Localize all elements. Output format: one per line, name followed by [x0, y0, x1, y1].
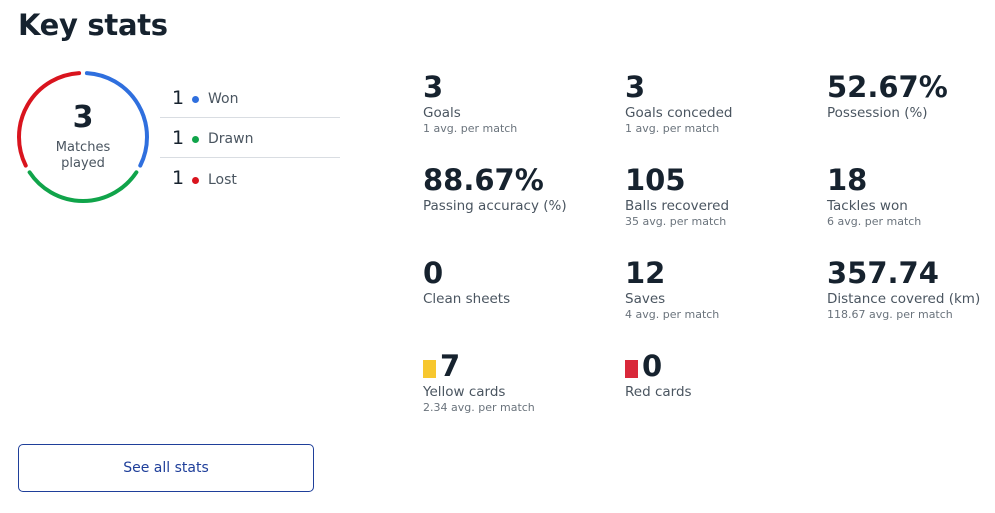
yellow-cards-label: Yellow cards: [423, 384, 506, 400]
yellow-cards-value: 7: [440, 349, 461, 383]
balls-recovered-label: Balls recovered: [625, 198, 730, 214]
balls-recovered-avg: 35 avg. per match: [625, 215, 727, 228]
possession-value: 52.67%: [827, 70, 948, 104]
won-count: 1: [172, 86, 185, 109]
stat-goals: 3 Goals 1 avg. per match: [423, 70, 613, 136]
matches-played-count: 3: [72, 100, 94, 135]
yellow-cards-avg: 2.34 avg. per match: [423, 401, 535, 414]
legend-row-drawn: 1 Drawn: [160, 118, 340, 158]
stat-tackles-won: 18 Tackles won 6 avg. per match: [827, 163, 995, 229]
clean-sheets-value: 0: [423, 256, 444, 290]
saves-avg: 4 avg. per match: [625, 308, 720, 321]
tackles-won-value: 18: [827, 163, 868, 197]
passing-accuracy-value: 88.67%: [423, 163, 544, 197]
goals-value: 3: [423, 70, 444, 104]
won-dot-icon: [192, 96, 199, 103]
lost-dot-icon: [192, 176, 199, 184]
matches-donut-ring: [17, 71, 149, 203]
donut-arc-drawn: [27, 170, 139, 203]
drawn-count: 1: [172, 126, 185, 149]
lost-label: Lost: [208, 171, 237, 188]
drawn-dot-icon: [192, 136, 199, 143]
yellow-card-icon: [423, 360, 436, 378]
stat-red-cards: 0 Red cards: [625, 349, 815, 401]
stat-distance-covered: 357.74 Distance covered (km) 118.67 avg.…: [827, 256, 992, 322]
stat-saves: 12 Saves 4 avg. per match: [625, 256, 815, 322]
stat-possession: 52.67% Possession (%): [827, 70, 995, 122]
results-legend: 1 Won 1 Drawn 1 Lost: [160, 78, 340, 198]
goals-conceded-avg: 1 avg. per match: [625, 122, 720, 135]
stat-goals-conceded: 3 Goals conceded 1 avg. per match: [625, 70, 815, 136]
red-card-icon: [625, 360, 638, 378]
stat-clean-sheets: 0 Clean sheets: [423, 256, 613, 308]
won-label: Won: [208, 91, 239, 107]
possession-label: Possession (%): [827, 105, 928, 121]
clean-sheets-label: Clean sheets: [423, 291, 511, 307]
distance-label: Distance covered (km): [827, 291, 981, 307]
stat-balls-recovered: 105 Balls recovered 35 avg. per match: [625, 163, 815, 229]
saves-label: Saves: [625, 291, 666, 307]
stat-yellow-cards: 7 Yellow cards 2.34 avg. per match: [423, 349, 613, 415]
goals-conceded-value: 3: [625, 70, 646, 104]
red-cards-label: Red cards: [625, 384, 692, 400]
matches-played-label: Matches played: [55, 140, 111, 171]
goals-label: Goals: [423, 105, 461, 121]
red-cards-value: 0: [642, 349, 663, 383]
distance-avg: 118.67 avg. per match: [827, 308, 953, 321]
passing-accuracy-label: Passing accuracy (%): [423, 198, 567, 214]
tackles-won-avg: 6 avg. per match: [827, 215, 922, 228]
stat-passing-accuracy: 88.67% Passing accuracy (%): [423, 163, 613, 215]
legend-row-won: 1 Won: [160, 78, 340, 118]
page-title: Key stats: [18, 8, 168, 42]
goals-avg: 1 avg. per match: [423, 122, 518, 135]
legend-row-lost: 1 Lost: [160, 158, 340, 198]
tackles-won-label: Tackles won: [827, 198, 908, 214]
goals-conceded-label: Goals conceded: [625, 105, 733, 121]
donut-arc-won: [84, 71, 149, 168]
balls-recovered-value: 105: [625, 163, 686, 197]
matches-donut: 3 Matches played: [16, 70, 150, 204]
distance-value: 357.74: [827, 256, 939, 290]
see-all-stats-button[interactable]: See all stats: [18, 444, 314, 492]
lost-count: 1: [172, 167, 185, 189]
donut-arc-lost: [17, 71, 82, 168]
saves-value: 12: [625, 256, 666, 290]
drawn-label: Drawn: [208, 131, 254, 147]
